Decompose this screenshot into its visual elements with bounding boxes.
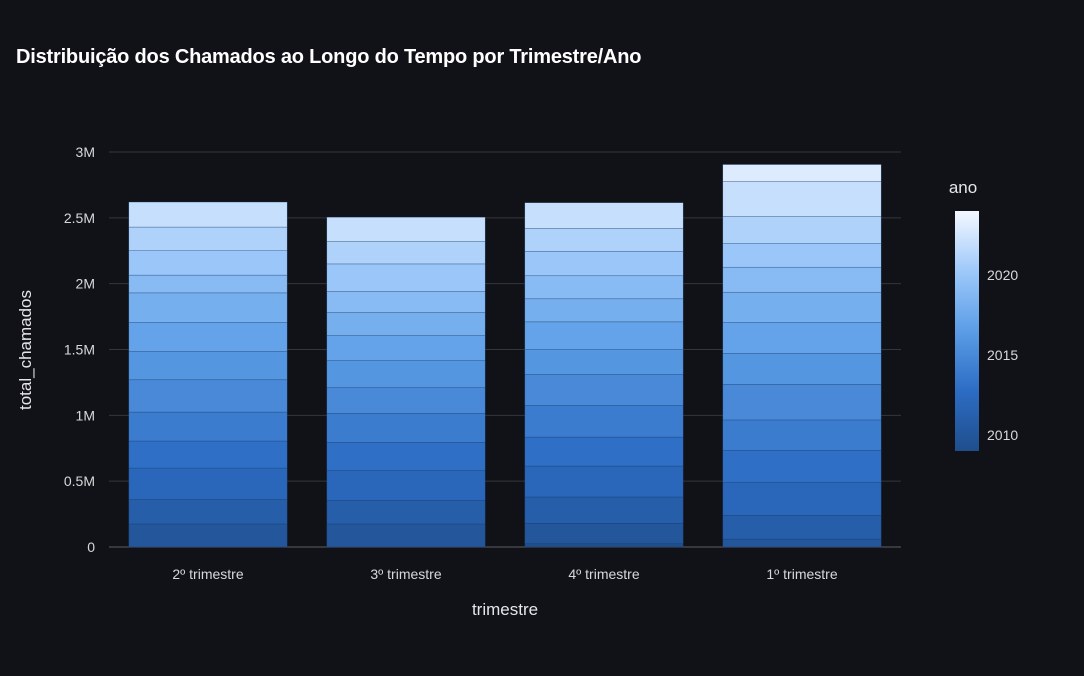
bar-segment xyxy=(326,387,486,414)
bar-segment xyxy=(326,470,486,501)
bar-stack xyxy=(524,202,684,548)
bar-segment xyxy=(128,274,288,294)
bar-segment xyxy=(128,292,288,323)
bar-segment xyxy=(524,496,684,524)
bar-segment xyxy=(128,523,288,548)
bar-segment xyxy=(326,442,486,471)
bar-segment xyxy=(524,228,684,252)
bar-segment xyxy=(128,379,288,413)
colorbar-title: ano xyxy=(949,178,977,197)
y-tick-label: 2M xyxy=(76,276,95,292)
bar-segment xyxy=(524,523,684,544)
bar-segment xyxy=(524,374,684,406)
chart-title: Distribuição dos Chamados ao Longo do Te… xyxy=(16,46,642,68)
bar-segment xyxy=(524,405,684,438)
bar-segment xyxy=(722,449,882,483)
y-tick-label: 0 xyxy=(87,539,95,555)
y-tick-label: 1.5M xyxy=(64,342,95,358)
y-tick-label: 0.5M xyxy=(64,473,95,489)
bar-segment xyxy=(722,353,882,385)
bar-segment xyxy=(524,349,684,375)
x-tick-label: 3º trimestre xyxy=(370,566,441,582)
bar-segment xyxy=(326,500,486,525)
bar-segment xyxy=(722,419,882,451)
bar-segment xyxy=(524,298,684,323)
bar-stack xyxy=(722,164,882,548)
bar-segment xyxy=(128,499,288,525)
bar-segment xyxy=(524,465,684,498)
y-tick-label: 3M xyxy=(76,144,95,160)
bar-segment xyxy=(722,515,882,540)
bar-segment xyxy=(128,322,288,352)
bar-segment xyxy=(722,164,882,182)
bar-segment xyxy=(722,538,882,548)
bar-segment xyxy=(722,384,882,421)
bar-segment xyxy=(326,291,486,313)
bar-segment xyxy=(128,351,288,381)
colorbar-tick-label: 2020 xyxy=(987,267,1018,283)
bar-segment xyxy=(722,482,882,516)
bar-segment xyxy=(326,263,486,292)
colorbar-tick-label: 2010 xyxy=(987,427,1018,443)
colorbar-gradient xyxy=(955,211,979,451)
bar-segment xyxy=(524,251,684,277)
bar-segment xyxy=(326,335,486,361)
y-tick-label: 1M xyxy=(76,407,95,423)
bar-segment xyxy=(524,436,684,467)
bar-segment xyxy=(326,413,486,443)
x-tick-label: 4º trimestre xyxy=(568,566,639,582)
bar-segment xyxy=(524,275,684,300)
bar-segment xyxy=(128,250,288,276)
bar-segment xyxy=(128,201,288,228)
colorbar-tick-label: 2015 xyxy=(987,347,1018,363)
bar-segment xyxy=(722,216,882,244)
bar-segment xyxy=(128,467,288,500)
bar-segment xyxy=(722,291,882,323)
bar-segment xyxy=(326,241,486,265)
bar-segment xyxy=(722,243,882,268)
bar-segment xyxy=(524,202,684,229)
colorbar-legend: ano 2010 2015 2020 xyxy=(949,178,1018,451)
bar-segment xyxy=(722,181,882,217)
bar-segment xyxy=(128,411,288,442)
bar-stack xyxy=(128,201,288,548)
bar-segment xyxy=(128,226,288,252)
bar-segment xyxy=(326,523,486,548)
x-tick-label: 1º trimestre xyxy=(766,566,837,582)
bar-segment xyxy=(524,321,684,350)
y-tick-label: 2.5M xyxy=(64,210,95,226)
bar-segment xyxy=(128,440,288,469)
axes: 0 0.5M 1M 1.5M 2M 2.5M 3M 2º trimestre 3º trimes… xyxy=(64,144,838,582)
bar-segment xyxy=(722,266,882,293)
bar-stack xyxy=(326,216,486,548)
x-tick-label: 2º trimestre xyxy=(172,566,243,582)
bar-segment xyxy=(722,322,882,354)
bars xyxy=(128,164,882,548)
bar-segment xyxy=(326,360,486,388)
x-axis-title: trimestre xyxy=(472,600,538,619)
y-axis-title: total_chamados xyxy=(16,290,35,410)
bar-segment xyxy=(524,543,684,548)
bar-segment xyxy=(326,216,486,242)
bar-segment xyxy=(326,312,486,336)
